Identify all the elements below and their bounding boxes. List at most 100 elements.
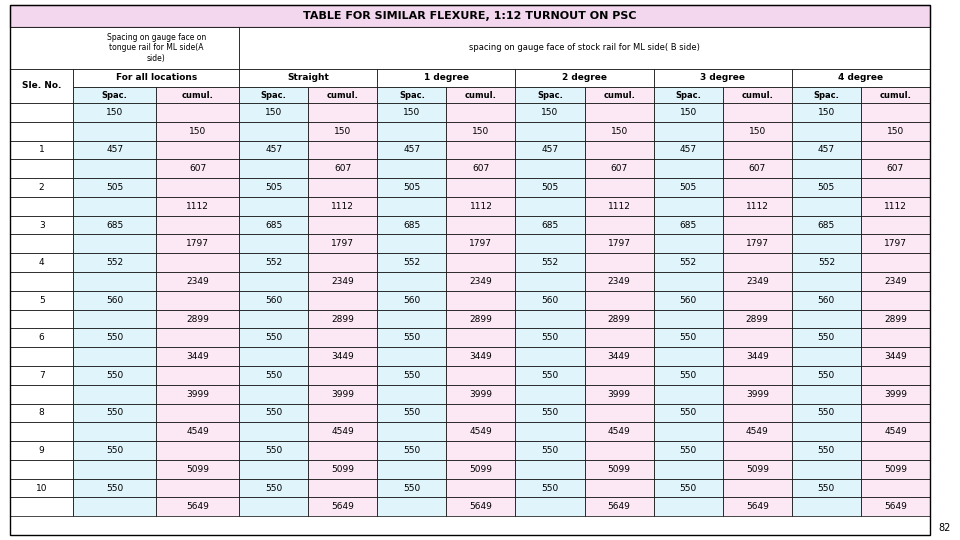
Text: 4549: 4549 <box>608 427 631 436</box>
Text: 3449: 3449 <box>186 352 209 361</box>
Bar <box>308 478 377 497</box>
Bar <box>861 253 930 272</box>
Bar <box>156 159 239 178</box>
Text: 3999: 3999 <box>608 390 631 399</box>
Bar <box>73 441 156 460</box>
Text: 5649: 5649 <box>884 502 907 511</box>
Text: 9: 9 <box>38 446 44 455</box>
Bar <box>377 103 446 122</box>
Bar <box>156 253 239 272</box>
Bar <box>377 215 446 234</box>
Text: 3999: 3999 <box>746 390 769 399</box>
Bar <box>156 384 239 403</box>
Text: 685: 685 <box>265 220 282 230</box>
Bar <box>308 497 377 516</box>
Bar <box>156 441 239 460</box>
Bar <box>239 497 308 516</box>
Bar <box>73 159 156 178</box>
Bar <box>446 215 516 234</box>
Text: cumul.: cumul. <box>741 91 773 99</box>
Bar <box>585 478 654 497</box>
Text: 550: 550 <box>265 408 282 417</box>
Text: 550: 550 <box>680 408 697 417</box>
Text: Spacing on gauge face on
tongue rail for ML side(A
side): Spacing on gauge face on tongue rail for… <box>107 33 205 63</box>
Bar <box>10 478 73 497</box>
Bar <box>239 272 308 291</box>
Bar <box>861 309 930 328</box>
Text: 560: 560 <box>403 296 420 305</box>
Bar <box>446 422 516 441</box>
Text: cumul.: cumul. <box>465 91 497 99</box>
Bar <box>308 441 377 460</box>
Text: 3999: 3999 <box>884 390 907 399</box>
Bar <box>10 197 73 215</box>
Text: 5099: 5099 <box>608 465 631 474</box>
Bar <box>156 215 239 234</box>
Bar <box>156 234 239 253</box>
Bar <box>723 178 792 197</box>
Bar <box>10 497 73 516</box>
Bar <box>308 87 377 103</box>
Text: 150: 150 <box>611 127 628 136</box>
Bar <box>73 422 156 441</box>
Text: 3999: 3999 <box>186 390 209 399</box>
Bar <box>73 347 156 366</box>
Text: 1 degree: 1 degree <box>424 73 468 83</box>
Text: 3449: 3449 <box>608 352 631 361</box>
Bar <box>10 103 73 122</box>
Bar <box>516 253 585 272</box>
Bar <box>585 291 654 309</box>
Bar <box>308 366 377 384</box>
Bar <box>10 441 73 460</box>
Bar <box>239 27 930 69</box>
Bar <box>377 328 446 347</box>
Bar <box>156 422 239 441</box>
Text: 3449: 3449 <box>331 352 354 361</box>
Bar <box>585 215 654 234</box>
Text: 2899: 2899 <box>884 314 907 323</box>
Text: 4 degree: 4 degree <box>838 73 883 83</box>
Bar <box>792 159 861 178</box>
Bar <box>73 309 156 328</box>
Bar <box>156 366 239 384</box>
Bar <box>239 384 308 403</box>
Bar <box>73 384 156 403</box>
Bar <box>861 178 930 197</box>
Bar <box>861 347 930 366</box>
Bar <box>308 347 377 366</box>
Bar <box>239 140 308 159</box>
Bar <box>239 234 308 253</box>
Bar <box>377 140 446 159</box>
Text: 1112: 1112 <box>746 202 769 211</box>
Bar <box>861 497 930 516</box>
Bar <box>654 87 723 103</box>
Text: 10: 10 <box>36 483 47 492</box>
Bar <box>516 140 585 159</box>
Bar <box>446 384 516 403</box>
Text: 550: 550 <box>403 408 420 417</box>
Bar <box>73 272 156 291</box>
Bar <box>377 122 446 140</box>
Bar <box>377 253 446 272</box>
Bar <box>73 291 156 309</box>
Text: 685: 685 <box>680 220 697 230</box>
Text: 560: 560 <box>265 296 282 305</box>
Bar <box>792 347 861 366</box>
Bar <box>308 460 377 478</box>
Bar <box>239 403 308 422</box>
Text: 150: 150 <box>818 108 835 117</box>
Text: 550: 550 <box>818 408 835 417</box>
Bar <box>585 103 654 122</box>
Bar <box>516 441 585 460</box>
Text: cumul.: cumul. <box>879 91 911 99</box>
Bar <box>723 159 792 178</box>
Bar <box>654 497 723 516</box>
Text: 5649: 5649 <box>469 502 492 511</box>
Bar <box>792 69 930 87</box>
Bar <box>585 422 654 441</box>
Text: 560: 560 <box>680 296 697 305</box>
Bar <box>156 122 239 140</box>
Text: 560: 560 <box>541 296 559 305</box>
Text: 2899: 2899 <box>469 314 492 323</box>
Bar <box>10 272 73 291</box>
